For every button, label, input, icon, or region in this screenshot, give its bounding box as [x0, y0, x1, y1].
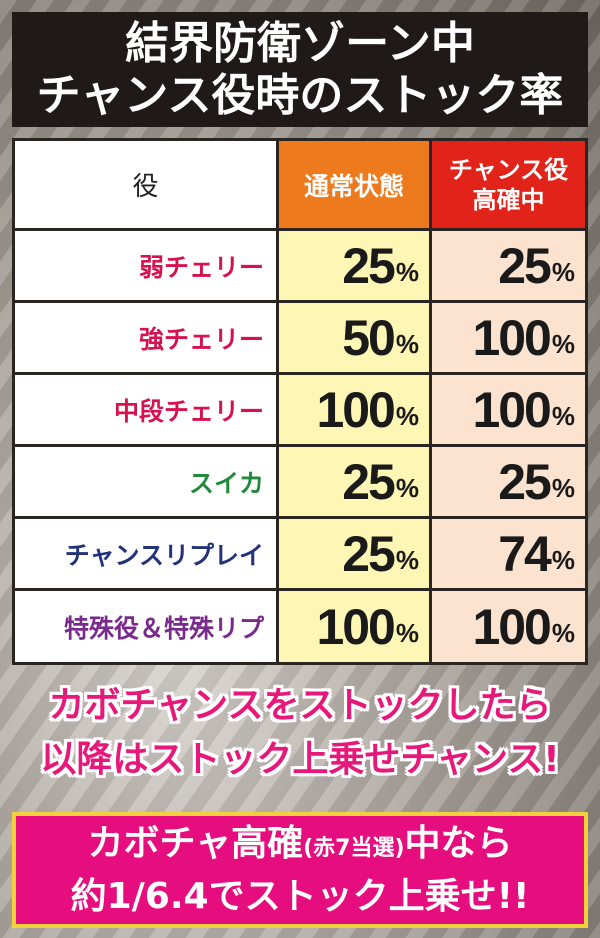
chance-rate-cell: 25% [432, 231, 585, 300]
stock-rate-table: 役 通常状態 チャンス役 高確中 弱チェリー 25% 25% 強チェリー 50%… [12, 138, 588, 665]
chance-rate-cell: 100% [432, 303, 585, 372]
bottom-line1: カボチャ高確(赤7当選)中なら [16, 820, 584, 873]
rate-value: 25 [342, 237, 396, 294]
percent-sign: % [551, 545, 575, 575]
row-role: チャンスリプレイ [15, 519, 276, 588]
row-role: 中段チェリー [15, 375, 276, 444]
bottom-callout: カボチャ高確(赤7当選)中なら 約1/6.4でストック上乗せ!! [12, 812, 588, 928]
percent-sign: % [395, 329, 419, 359]
chance-rate-cell: 100% [432, 375, 585, 444]
normal-rate-cell: 100% [279, 591, 429, 662]
rate-value: 100 [472, 598, 551, 655]
header-chance-line2: 高確中 [472, 185, 545, 214]
percent-sign: % [551, 401, 575, 431]
rate-value: 25 [342, 453, 396, 510]
header-normal-state: 通常状態 [279, 141, 429, 228]
bottom-line1-small: (赤7当選) [303, 835, 405, 861]
normal-rate-cell: 25% [279, 231, 429, 300]
rate-value: 100 [316, 381, 395, 438]
row-role: 強チェリー [15, 303, 276, 372]
title-line2: チャンス役時のストック率 [36, 69, 564, 121]
title-line1: 結界防衛ゾーン中 [125, 17, 475, 69]
row-role: スイカ [15, 447, 276, 516]
normal-rate-cell: 50% [279, 303, 429, 372]
percent-sign: % [395, 473, 419, 503]
percent-sign: % [551, 473, 575, 503]
rate-value: 100 [316, 598, 395, 655]
rate-value: 100 [472, 309, 551, 366]
rate-value: 100 [472, 381, 551, 438]
normal-rate-cell: 25% [279, 519, 429, 588]
percent-sign: % [551, 618, 575, 648]
bottom-line2: 約1/6.4でストック上乗せ!! [70, 875, 530, 917]
rate-value: 74 [498, 525, 552, 582]
bottom-line1-post: 中なら [404, 822, 513, 864]
normal-rate-cell: 25% [279, 447, 429, 516]
rate-value: 25 [342, 525, 396, 582]
header-chance-high: チャンス役 高確中 [432, 141, 585, 228]
row-role: 特殊役＆特殊リプ [15, 591, 276, 662]
chance-rate-cell: 100% [432, 591, 585, 662]
percent-sign: % [395, 401, 419, 431]
rate-value: 25 [498, 237, 552, 294]
row-role: 弱チェリー [15, 231, 276, 300]
message-line2: 以降はストック上乗せチャンス! [40, 739, 560, 780]
percent-sign: % [551, 329, 575, 359]
rate-value: 25 [498, 453, 552, 510]
header-chance-line1: チャンス役 [448, 155, 569, 184]
chance-rate-cell: 74% [432, 519, 585, 588]
message-line1: カボチャンスをストックしたら [48, 685, 552, 726]
percent-sign: % [395, 618, 419, 648]
normal-rate-cell: 100% [279, 375, 429, 444]
percent-sign: % [395, 545, 419, 575]
header-role: 役 [15, 141, 276, 228]
title-box: 結界防衛ゾーン中 チャンス役時のストック率 [12, 12, 588, 127]
chance-rate-cell: 25% [432, 447, 585, 516]
percent-sign: % [551, 257, 575, 287]
rate-value: 50 [342, 309, 396, 366]
percent-sign: % [395, 257, 419, 287]
bottom-line1-pre: カボチャ高確 [87, 822, 304, 864]
